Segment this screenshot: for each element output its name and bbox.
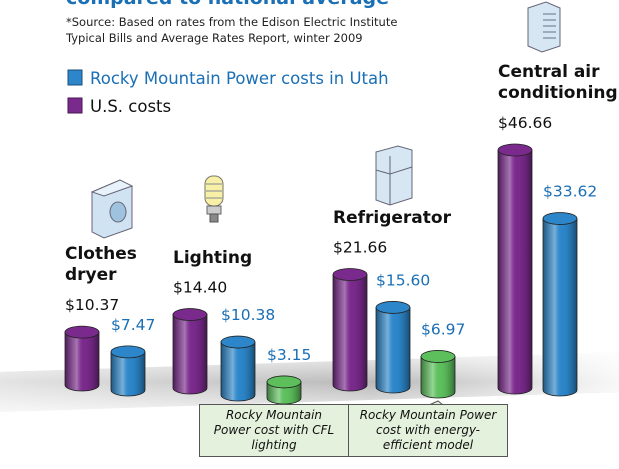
cylinder-shade	[221, 342, 255, 401]
value-label: $46.66	[498, 114, 552, 132]
dryer-icon	[92, 180, 132, 238]
bulb-icon	[205, 176, 223, 222]
cylinder-shade	[376, 307, 410, 393]
value-label: $15.60	[376, 271, 430, 289]
cylinder-shade	[498, 150, 532, 394]
value-label: $14.40	[173, 279, 227, 297]
cylinder-top	[173, 309, 207, 321]
cylinder-shade	[173, 315, 207, 394]
cylinder-top	[498, 144, 532, 156]
callout: Rocky Mountain Power cost with CFL light…	[199, 404, 349, 457]
value-label: $6.97	[421, 320, 465, 338]
value-label: $7.47	[111, 316, 155, 334]
value-label: $10.38	[221, 306, 275, 324]
cylinder-top	[267, 376, 301, 388]
category-label: Clothes dryer	[65, 244, 145, 286]
callout: Rocky Mountain Power cost with energy-ef…	[348, 404, 508, 457]
legend-swatch	[68, 70, 82, 85]
cylinder-top	[543, 213, 577, 225]
legend-label: Rocky Mountain Power costs in Utah	[90, 69, 389, 88]
value-label: $33.62	[543, 183, 597, 201]
category-label: Refrigerator	[333, 208, 463, 229]
cylinder-top	[221, 336, 255, 348]
legend-label: U.S. costs	[90, 97, 171, 116]
legend-swatch	[68, 98, 82, 113]
cylinder-shade	[65, 332, 99, 391]
ac-icon	[528, 2, 560, 52]
infographic: Rocky Mountain Power costs in Utah U.S. …	[0, 0, 619, 469]
cylinder-shade	[111, 352, 145, 396]
source-note: *Source: Based on rates from the Edison …	[66, 14, 436, 46]
category-label: Central air conditioning	[498, 62, 619, 104]
value-label: $21.66	[333, 239, 387, 257]
cylinder-top	[376, 301, 410, 313]
cylinder-top	[111, 346, 145, 358]
cylinder-top	[421, 350, 455, 362]
cylinder-top	[65, 326, 99, 338]
chart-title: compared to national average	[66, 0, 389, 9]
cylinder-top	[333, 269, 367, 281]
value-label: $10.37	[65, 296, 119, 314]
cylinder-shade	[543, 219, 577, 396]
cylinder-shade	[333, 275, 367, 391]
fridge-icon	[376, 146, 412, 205]
category-label: Lighting	[173, 248, 273, 269]
value-label: $3.15	[267, 346, 311, 364]
